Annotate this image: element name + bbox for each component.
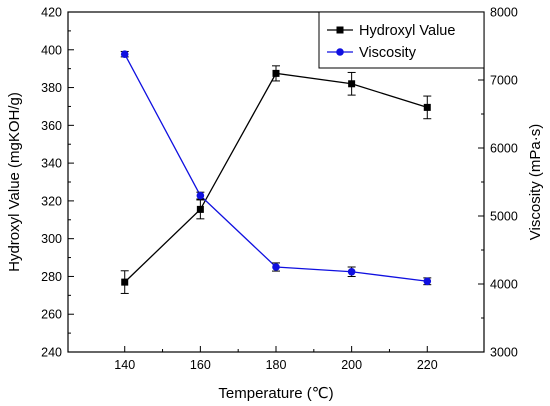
y-right-tick-label: 4000 (490, 278, 518, 292)
data-point-circle (347, 267, 356, 276)
y-left-tick-label: 420 (41, 6, 62, 20)
x-tick-label: 180 (266, 358, 287, 372)
data-point-square (272, 69, 280, 77)
x-tick-label: 220 (417, 358, 438, 372)
x-tick-label: 160 (190, 358, 211, 372)
data-point-circle (120, 50, 129, 58)
legend-marker-square (336, 26, 344, 34)
data-point-square (423, 103, 431, 111)
y-left-tick-label: 300 (41, 232, 62, 246)
y-left-tick-label: 380 (41, 81, 62, 95)
data-point-circle (196, 191, 205, 200)
y-right-tick-label: 6000 (490, 142, 518, 156)
data-point-square (196, 205, 204, 213)
legend-marker-circle (336, 48, 344, 56)
series-line-1 (124, 53, 428, 282)
y-left-tick-label: 280 (41, 270, 62, 284)
y-left-tick-label: 400 (41, 43, 62, 57)
series-line-0 (124, 72, 428, 283)
data-point-circle (272, 263, 280, 271)
x-axis-title: Temperature (℃) (218, 385, 333, 402)
y-axis-right-title: Viscosity (mPa·s) (527, 124, 544, 240)
x-tick-label: 140 (114, 358, 135, 372)
y-right-tick-label: 7000 (490, 74, 518, 88)
data-point-square (121, 278, 129, 286)
legend-label: Hydroxyl Value (359, 23, 455, 39)
y-left-tick-label: 240 (41, 346, 62, 360)
y-left-tick-label: 360 (41, 119, 62, 133)
data-point-square (348, 80, 356, 88)
y-right-tick-label: 5000 (490, 210, 518, 224)
y-left-tick-label: 340 (41, 157, 62, 171)
legend-label: Viscosity (359, 45, 417, 61)
y-right-tick-label: 3000 (490, 346, 518, 360)
data-point-circle (423, 277, 432, 286)
y-axis-left-title: Hydroxyl Value (mgKOH/g) (6, 92, 23, 272)
legend-box (318, 11, 485, 69)
y-left-tick-label: 320 (41, 194, 62, 208)
y-right-tick-label: 8000 (490, 6, 518, 20)
x-tick-label: 200 (341, 358, 362, 372)
legend: Hydroxyl Value Viscosity (318, 11, 485, 69)
plot-area: 140 160 180 200 220 240 260 280 300 320 340 360 380 4… (41, 6, 518, 373)
y-left-tick-label: 260 (41, 308, 62, 322)
